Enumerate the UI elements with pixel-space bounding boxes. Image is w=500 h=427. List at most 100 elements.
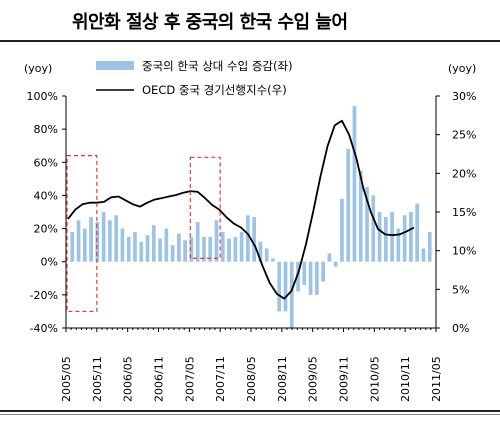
bar — [402, 215, 407, 262]
left-axis-label: (yoy) — [24, 62, 52, 75]
left-tick-label: -20% — [30, 289, 58, 302]
bar — [126, 236, 131, 262]
bar — [227, 238, 231, 262]
bar — [390, 212, 394, 262]
x-tick-label: 2005/05 — [60, 356, 73, 402]
legend-bar-label: 중국의 한국 상대 수입 증감(좌) — [142, 59, 293, 73]
bar — [233, 236, 238, 262]
x-axis: 2005/05 2005/11 2006/05 2006/11 2007/05 2007/… — [60, 327, 443, 402]
bar — [283, 261, 288, 312]
bar — [271, 258, 275, 262]
bar — [195, 221, 200, 262]
bar — [252, 216, 256, 262]
bar — [133, 231, 137, 262]
left-tick-label: 20% — [34, 223, 58, 236]
bar-series — [70, 105, 432, 328]
bar — [296, 261, 300, 292]
bar — [371, 195, 376, 262]
bar — [89, 216, 93, 262]
bar — [421, 248, 426, 262]
right-tick-label: 15% — [452, 206, 476, 219]
bar — [114, 215, 119, 262]
x-tick-label: 2010/05 — [368, 356, 381, 402]
highlight-box — [189, 156, 221, 260]
bar — [383, 216, 388, 262]
bar — [164, 228, 169, 262]
line-series — [67, 119, 415, 300]
x-tick-label: 2007/05 — [183, 356, 196, 402]
bar — [427, 231, 432, 262]
bottom-divider-thin — [0, 414, 500, 415]
bar — [177, 233, 181, 262]
bar — [101, 212, 106, 262]
bar — [208, 236, 213, 262]
left-tick-label: 80% — [34, 123, 58, 136]
x-tick-label: 2008/11 — [276, 356, 289, 402]
x-tick-label: 2009/05 — [307, 356, 320, 402]
bar — [415, 203, 420, 262]
x-tick-label: 2006/11 — [153, 356, 166, 402]
bar — [183, 240, 188, 262]
bar — [202, 236, 206, 262]
right-axis: 30% 25% 20% 15% 10% 5% 0% — [435, 90, 476, 335]
bar — [346, 149, 351, 262]
bar — [314, 261, 319, 295]
highlight-boxes — [66, 155, 221, 313]
bar — [409, 212, 413, 262]
right-tick-label: 25% — [452, 129, 476, 142]
right-tick-label: 5% — [452, 283, 469, 296]
x-tick-label: 2006/05 — [122, 356, 135, 402]
bar — [139, 241, 144, 262]
x-tick-label: 2007/11 — [214, 356, 227, 402]
bottom-divider — [0, 410, 500, 412]
chart-title: 위안화 절상 후 중국의 한국 수입 늘어 — [72, 12, 348, 33]
bar — [327, 253, 332, 262]
title-divider — [0, 40, 500, 42]
bar — [70, 231, 75, 262]
right-tick-label: 20% — [452, 167, 476, 180]
legend-line-label: OECD 중국 경기선행지수(우) — [142, 83, 287, 97]
bar — [352, 105, 357, 262]
right-tick-label: 10% — [452, 245, 476, 258]
bar — [120, 228, 125, 262]
x-tick-label: 2011/05 — [430, 356, 443, 402]
right-axis-label: (yoy) — [448, 62, 476, 75]
bar — [108, 220, 112, 262]
bar — [151, 225, 156, 262]
bar — [302, 261, 307, 285]
left-tick-label: -40% — [30, 322, 58, 335]
bar — [333, 261, 338, 267]
x-tick-label: 2005/11 — [91, 356, 104, 402]
bar — [308, 261, 313, 295]
x-tick-label: 2009/11 — [338, 356, 351, 402]
left-tick-label: 40% — [34, 189, 58, 202]
bar — [321, 261, 325, 282]
bar — [145, 235, 150, 262]
x-tick-label: 2010/11 — [399, 356, 412, 402]
bar — [214, 220, 219, 262]
bar — [189, 236, 194, 262]
bar — [358, 170, 363, 262]
bar — [277, 261, 282, 312]
bar — [340, 198, 344, 262]
bar — [246, 215, 250, 262]
legend-bar-swatch — [96, 61, 134, 70]
bar — [239, 231, 244, 262]
bar — [170, 245, 175, 262]
highlight-box — [66, 155, 98, 313]
right-tick-label: 0% — [452, 322, 469, 335]
bar — [82, 228, 87, 262]
bar — [377, 212, 382, 262]
bar — [258, 241, 263, 262]
x-tick-label: 2008/05 — [245, 356, 258, 402]
bar — [220, 231, 225, 262]
bar — [95, 221, 100, 262]
bar — [264, 248, 269, 262]
bar — [76, 220, 81, 262]
left-axis: 100% 80% 60% 40% 20% 0% -20% -40% — [27, 90, 67, 335]
bar — [365, 187, 369, 262]
bar — [289, 261, 294, 328]
bar — [396, 228, 401, 262]
left-tick-label: 60% — [34, 156, 58, 169]
